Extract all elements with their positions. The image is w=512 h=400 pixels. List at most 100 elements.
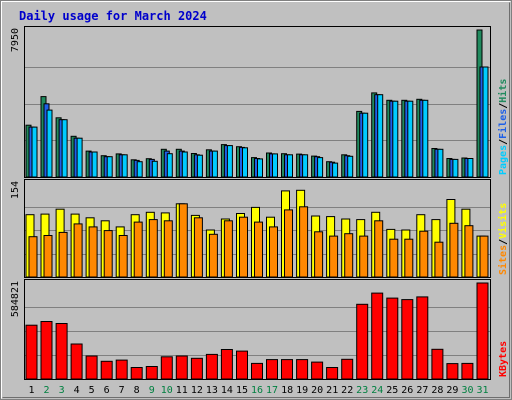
panel-middle-legend: Sites/Visits xyxy=(497,203,509,275)
legend-hits: Hits xyxy=(497,79,509,103)
bar-kbytes-day-15 xyxy=(236,350,248,380)
legend-visits: Visits xyxy=(497,203,509,239)
bar-sites-day-24 xyxy=(374,220,384,278)
bar-pages-day-14 xyxy=(226,145,233,178)
bar-sites-day-12 xyxy=(193,217,203,278)
bar-kbytes-day-24 xyxy=(371,292,384,380)
bar-sites-day-21 xyxy=(329,235,339,278)
panel-middle: 154 Sites/Visits xyxy=(10,179,509,278)
bar-pages-day-6 xyxy=(106,156,113,178)
x-tick-label-day-25: 25 xyxy=(386,385,398,396)
bar-sites-day-20 xyxy=(314,231,324,278)
bar-sites-day-9 xyxy=(148,219,158,278)
bar-kbytes-day-4 xyxy=(70,343,83,380)
bar-kbytes-day-18 xyxy=(281,359,293,380)
bar-sites-day-15 xyxy=(239,216,248,278)
bar-kbytes-day-28 xyxy=(431,348,444,380)
bar-kbytes-day-25 xyxy=(386,297,399,380)
bar-pages-day-19 xyxy=(302,154,309,178)
x-tick-label-day-17: 17 xyxy=(266,385,278,396)
bar-kbytes-day-1 xyxy=(25,324,38,380)
bar-pages-day-11 xyxy=(181,151,188,178)
bar-kbytes-day-31 xyxy=(476,282,489,380)
bar-pages-day-1 xyxy=(31,126,38,178)
bar-kbytes-day-2 xyxy=(40,321,53,380)
legend-pages: Pages xyxy=(498,145,509,175)
bar-pages-day-16 xyxy=(257,158,263,178)
bar-kbytes-day-26 xyxy=(401,299,414,380)
bar-pages-day-29 xyxy=(452,158,459,178)
x-tick-label-day-1: 1 xyxy=(28,385,34,396)
legend-separator: / xyxy=(498,103,509,109)
bar-pages-day-17 xyxy=(272,153,278,178)
bar-sites-day-30 xyxy=(464,225,474,278)
x-tick-label-day-26: 26 xyxy=(401,385,413,396)
bar-pages-day-13 xyxy=(211,150,218,178)
bar-pages-day-30 xyxy=(467,158,474,178)
bar-kbytes-day-19 xyxy=(296,359,309,380)
legend-separator: / xyxy=(498,139,509,145)
x-tick-label-day-24: 24 xyxy=(371,385,383,396)
bar-sites-day-31 xyxy=(479,235,489,278)
bar-sites-day-27 xyxy=(419,230,429,278)
bar-sites-day-6 xyxy=(103,230,113,278)
bar-sites-day-23 xyxy=(359,235,369,278)
bar-pages-day-2 xyxy=(46,109,53,178)
bar-sites-day-7 xyxy=(118,235,128,278)
bar-pages-day-24 xyxy=(377,94,384,178)
bar-kbytes-day-13 xyxy=(205,353,218,380)
x-tick-label-day-11: 11 xyxy=(176,385,188,396)
bar-sites-day-10 xyxy=(163,220,173,278)
bar-kbytes-day-17 xyxy=(266,359,278,380)
panel-top-legend: Pages/Files/Hits xyxy=(497,79,509,175)
bar-kbytes-day-9 xyxy=(145,366,158,380)
bar-kbytes-day-11 xyxy=(175,355,188,380)
bar-kbytes-day-22 xyxy=(341,358,354,380)
bar-pages-day-15 xyxy=(242,147,248,178)
bar-sites-day-22 xyxy=(344,233,354,278)
panel-bottom-legend: KBytes xyxy=(498,341,509,377)
x-tick-label-day-2: 2 xyxy=(43,385,49,396)
bar-kbytes-day-3 xyxy=(55,323,68,380)
x-tick-label-day-18: 18 xyxy=(281,385,293,396)
x-axis-labels: 1 2 3 4 5 6 7 8 9 10 11 12 13 14 15 16 17 18 19 20 21 22 23 24 2… xyxy=(28,385,488,396)
bar-kbytes-day-30 xyxy=(461,362,474,380)
bar-sites-day-4 xyxy=(73,223,83,278)
bar-sites-day-3 xyxy=(58,231,68,278)
x-tick-label-day-16: 16 xyxy=(251,385,263,396)
x-tick-label-day-5: 5 xyxy=(89,385,95,396)
x-tick-label-day-19: 19 xyxy=(296,385,308,396)
bar-sites-day-11 xyxy=(178,203,188,278)
chart-panels: 7950Pages/Files/Hits154Sites/Visits58482… xyxy=(10,26,509,380)
panel-bottom-max-label: 584821 xyxy=(10,281,21,317)
bar-kbytes-day-14 xyxy=(220,349,233,380)
bar-sites-day-14 xyxy=(223,220,233,278)
bar-kbytes-day-27 xyxy=(416,296,429,380)
x-tick-label-day-9: 9 xyxy=(149,385,155,396)
bar-pages-day-26 xyxy=(407,100,414,178)
x-tick-label-day-28: 28 xyxy=(431,385,443,396)
x-tick-label-day-13: 13 xyxy=(206,385,218,396)
x-tick-label-day-7: 7 xyxy=(119,385,125,396)
x-tick-label-day-12: 12 xyxy=(191,385,203,396)
legend-kbytes: KBytes xyxy=(498,341,509,377)
x-tick-label-day-15: 15 xyxy=(236,385,248,396)
bar-sites-day-5 xyxy=(88,226,98,278)
bar-sites-day-16 xyxy=(254,221,263,278)
bar-pages-day-8 xyxy=(136,161,143,178)
bar-sites-day-8 xyxy=(133,221,143,278)
bar-pages-day-7 xyxy=(121,154,128,178)
bar-pages-day-12 xyxy=(196,154,203,178)
bar-kbytes-day-8 xyxy=(130,367,143,380)
bar-pages-day-28 xyxy=(437,148,444,178)
x-tick-label-day-31: 31 xyxy=(476,385,488,396)
x-tick-label-day-22: 22 xyxy=(341,385,353,396)
panel-bottom: 584821 KBytes xyxy=(10,279,509,380)
bar-sites-day-26 xyxy=(404,238,414,278)
x-tick-label-day-29: 29 xyxy=(446,385,458,396)
bar-pages-day-3 xyxy=(61,119,68,178)
bar-pages-day-31 xyxy=(482,66,489,178)
